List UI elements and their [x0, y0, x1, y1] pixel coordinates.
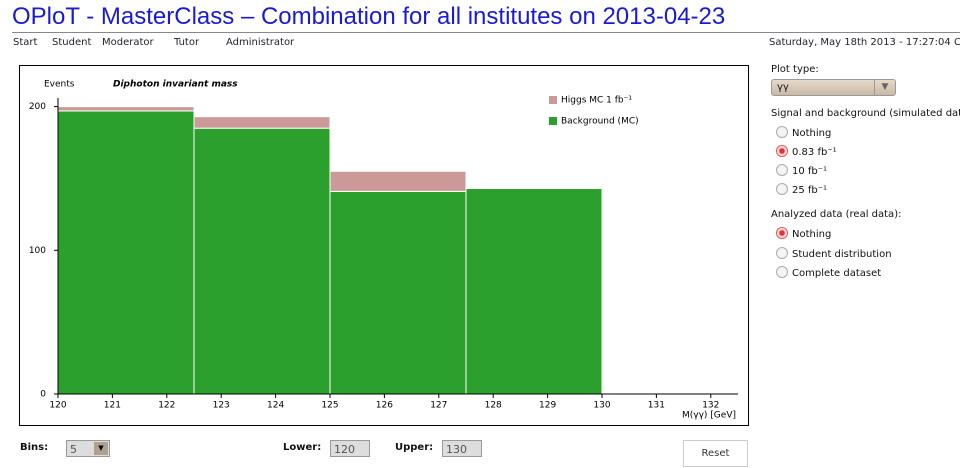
legend-swatch	[549, 117, 557, 125]
x-tick-label: 126	[376, 401, 393, 411]
nav-link[interactable]: Moderator	[102, 37, 154, 48]
label: Lower:	[283, 442, 322, 453]
x-tick-label: 130	[593, 401, 610, 411]
bins-select[interactable]: 5 ▼	[66, 440, 110, 457]
label: Plot type:	[771, 64, 819, 75]
radio-label: 25 fb⁻¹	[792, 185, 828, 196]
radio-option[interactable]: 0.83 fb⁻¹	[776, 145, 837, 158]
bar	[193, 116, 331, 129]
x-tick-label: 122	[158, 401, 175, 411]
dropdown-arrow: ▼	[874, 80, 895, 95]
label: Upper:	[395, 442, 434, 453]
nav-link[interactable]: Student	[52, 37, 92, 48]
radio-option[interactable]: Student distribution	[776, 246, 892, 260]
radio-label: Nothing	[792, 128, 832, 139]
x-tick-label: 120	[49, 401, 66, 411]
y-tick-label: 0	[40, 390, 46, 400]
bar	[57, 110, 195, 395]
radio-label: Complete dataset	[792, 268, 882, 279]
radio-button[interactable]	[776, 227, 788, 239]
bar	[329, 190, 467, 395]
radio-option[interactable]: 25 fb⁻¹	[776, 183, 828, 196]
plot-type-select[interactable]: γγ ▼	[771, 79, 896, 96]
radio-option[interactable]: Nothing	[776, 126, 832, 139]
radio-button[interactable]	[776, 126, 788, 138]
select-value: γγ	[777, 82, 789, 93]
bar	[193, 127, 331, 395]
reset-button[interactable]: Reset	[683, 440, 748, 467]
label: Analyzed data (real data):	[771, 209, 902, 220]
y-tick-label: 100	[29, 246, 46, 256]
page-title: OPloT - MasterClass – Combination for al…	[12, 3, 726, 30]
radio-button[interactable]	[776, 246, 788, 259]
x-tick-label: 121	[104, 401, 121, 411]
chart-title: Diphoton invariant mass	[113, 80, 238, 90]
radio-label: Nothing	[792, 229, 832, 240]
x-tick-label: 125	[321, 401, 338, 411]
radio-button[interactable]	[776, 183, 788, 195]
x-tick-label: 127	[430, 401, 447, 411]
radio-button[interactable]	[776, 164, 788, 176]
bar	[465, 188, 603, 395]
radio-option[interactable]: Nothing	[776, 227, 832, 240]
chart: Events Diphoton invariant mass M(γγ) [GeV]…	[19, 65, 749, 426]
nav-link[interactable]: Tutor	[174, 37, 200, 48]
upper-input[interactable]: 130	[442, 440, 482, 457]
x-tick-label: 131	[648, 401, 665, 411]
radio-button[interactable]	[776, 145, 788, 157]
x-tick-label: 123	[213, 401, 230, 411]
y-tick-label: 200	[29, 102, 46, 112]
radio-button[interactable]	[776, 266, 788, 278]
datetime: Saturday, May 18th 2013 - 17:27:04 CEST	[769, 37, 960, 48]
y-axis-label: Events	[44, 80, 75, 90]
select-value: 5	[70, 443, 77, 456]
radio-label: Student distribution	[792, 248, 892, 260]
nav-link[interactable]: Administrator	[226, 37, 295, 48]
x-tick-label: 132	[702, 401, 719, 411]
x-axis-label: M(γγ) [GeV]	[682, 411, 736, 421]
nav-link[interactable]: Start	[13, 37, 38, 48]
dropdown-arrow: ▼	[94, 442, 108, 455]
label: Signal and background (simulated data):	[771, 108, 960, 119]
x-tick-label: 128	[485, 401, 502, 411]
label: Bins:	[20, 442, 49, 453]
bar	[329, 170, 467, 192]
x-tick-label: 124	[267, 401, 284, 411]
radio-label: 10 fb⁻¹	[792, 166, 828, 177]
bar	[57, 106, 195, 112]
x-tick-label: 129	[539, 401, 556, 411]
radio-option[interactable]: 10 fb⁻¹	[776, 164, 828, 177]
rule	[12, 32, 960, 33]
lower-input[interactable]: 120	[330, 440, 370, 457]
legend-swatch	[549, 96, 557, 104]
radio-option[interactable]: Complete dataset	[776, 266, 882, 279]
legend-label: Higgs MC 1 fb⁻¹	[561, 96, 632, 106]
radio-label: 0.83 fb⁻¹	[792, 147, 837, 158]
legend-label: Background (MC)	[561, 117, 639, 127]
